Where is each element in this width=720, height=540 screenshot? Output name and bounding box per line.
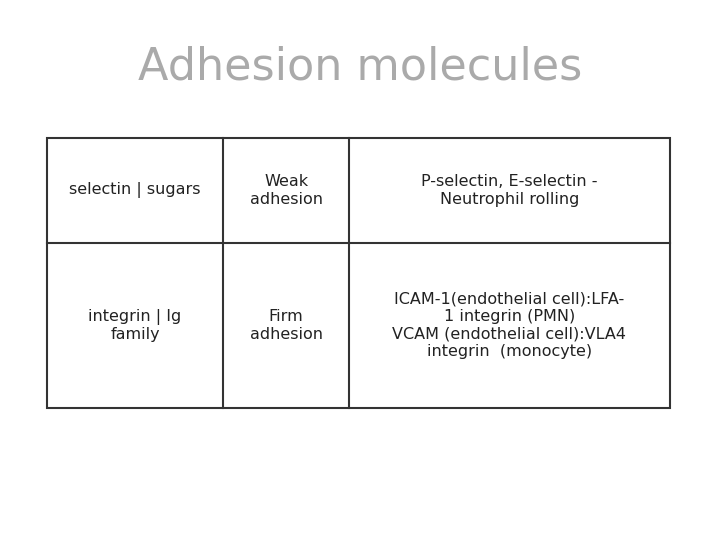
Text: integrin | Ig
family: integrin | Ig family [89, 309, 181, 342]
Bar [47, 138, 670, 408]
Text: selectin | sugars: selectin | sugars [69, 183, 201, 198]
Text: Firm
adhesion: Firm adhesion [250, 309, 323, 342]
Text: ICAM-1(endothelial cell):LFA-
1 integrin (PMN)
VCAM (endothelial cell):VLA4
inte: ICAM-1(endothelial cell):LFA- 1 integrin… [392, 292, 626, 359]
Text: P-selectin, E-selectin -
Neutrophil rolling: P-selectin, E-selectin - Neutrophil roll… [421, 174, 598, 206]
Text: Weak
adhesion: Weak adhesion [250, 174, 323, 206]
Text: Adhesion molecules: Adhesion molecules [138, 46, 582, 89]
